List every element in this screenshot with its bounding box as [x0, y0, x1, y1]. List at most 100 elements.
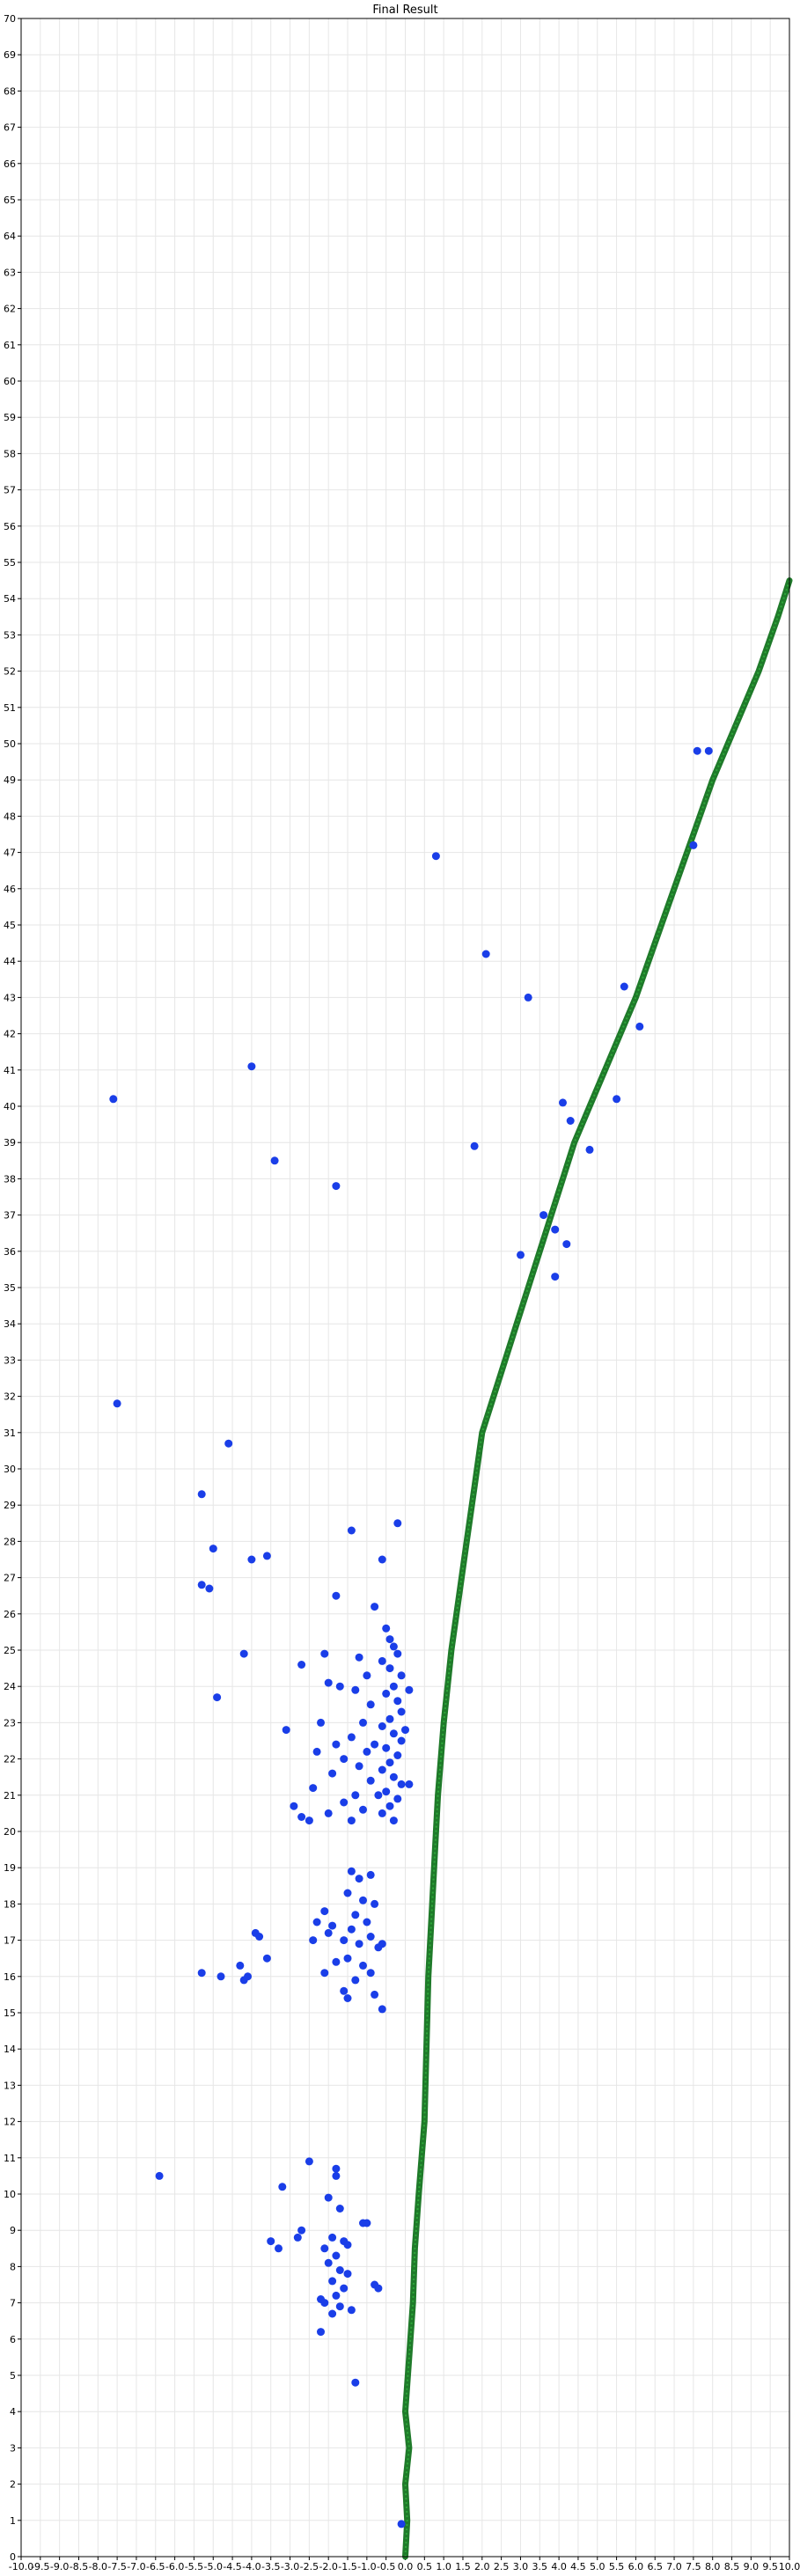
data-point — [305, 1816, 313, 1825]
data-point — [355, 1940, 363, 1949]
y-tick-label: 12 — [4, 2117, 16, 2128]
x-tick-label: -8.5 — [70, 2561, 88, 2572]
data-point — [312, 1747, 321, 1756]
x-axis-ticks: -10.0-9.5 -9.0 -8.5 -8.0 -7.5 -7.0 -6.5 -6.0 -5.… — [9, 2557, 800, 2572]
y-tick-label: 65 — [4, 194, 16, 206]
data-point — [393, 1794, 402, 1803]
x-tick-label: 8.0 — [705, 2561, 721, 2572]
data-point — [385, 1802, 394, 1810]
x-tick-label: 0.0 — [398, 2561, 414, 2572]
data-point — [566, 1117, 575, 1125]
x-tick-label: 10.0 — [779, 2561, 800, 2572]
y-tick-label: 40 — [4, 1101, 16, 1112]
x-tick-label: -3.5 — [261, 2561, 280, 2572]
data-point — [397, 1671, 406, 1680]
data-point — [397, 1707, 406, 1716]
data-point — [197, 1490, 206, 1499]
data-point — [197, 1969, 206, 1978]
data-point — [320, 2299, 329, 2308]
data-point — [320, 1649, 329, 1658]
y-tick-label: 10 — [4, 2189, 16, 2200]
plot-frame — [20, 18, 790, 2558]
data-point — [371, 1899, 379, 1908]
y-tick-label: 56 — [4, 521, 16, 532]
data-point — [366, 1776, 375, 1785]
data-point — [371, 1740, 379, 1749]
y-tick-label: 49 — [4, 774, 16, 786]
y-tick-label: 29 — [4, 1500, 16, 1511]
data-point — [224, 1439, 233, 1448]
data-point — [309, 1936, 318, 1945]
data-point — [335, 2266, 344, 2274]
data-point — [278, 2183, 287, 2191]
x-tick-label: -2.0 — [319, 2561, 337, 2572]
y-tick-label: 64 — [4, 231, 16, 242]
data-point — [613, 1095, 621, 1104]
data-point — [328, 2233, 337, 2242]
data-point — [343, 1954, 352, 1963]
data-point — [393, 1519, 402, 1528]
data-point — [382, 1743, 391, 1752]
data-point — [255, 1933, 264, 1941]
data-point — [374, 2284, 383, 2293]
data-point — [239, 1649, 248, 1658]
data-point — [340, 1755, 349, 1764]
y-tick-label: 6 — [10, 2334, 16, 2345]
x-tick-label: 8.5 — [724, 2561, 740, 2572]
data-point — [378, 1940, 386, 1949]
data-point — [393, 1697, 402, 1706]
blue-point-series — [109, 746, 713, 2528]
x-tick-label: -4.0 — [242, 2561, 261, 2572]
data-point — [205, 1584, 214, 1593]
data-point — [351, 1791, 360, 1800]
data-point — [385, 1714, 394, 1723]
data-point — [270, 1156, 279, 1165]
data-point — [109, 1095, 118, 1104]
y-tick-label: 60 — [4, 376, 16, 387]
x-tick-label: 7.0 — [666, 2561, 682, 2572]
data-point — [351, 2378, 360, 2387]
y-tick-label: 13 — [4, 2080, 16, 2091]
y-tick-label: 19 — [4, 1862, 16, 1874]
data-point — [363, 2219, 371, 2227]
x-tick-label: -1.0 — [357, 2561, 376, 2572]
y-tick-label: 1 — [10, 2515, 16, 2527]
y-tick-label: 5 — [10, 2370, 16, 2382]
data-point — [378, 1555, 386, 1564]
data-point — [332, 1740, 341, 1749]
data-point — [704, 746, 713, 755]
y-tick-label: 28 — [4, 1536, 16, 1547]
y-tick-label: 18 — [4, 1898, 16, 1910]
data-point — [363, 1918, 371, 1926]
data-point — [397, 1736, 406, 1745]
y-axis-ticks: 0123456789101112131415161718192021222324… — [4, 13, 21, 2563]
x-tick-label: 3.0 — [513, 2561, 529, 2572]
data-point — [267, 2237, 275, 2246]
x-tick-label: 9.0 — [744, 2561, 760, 2572]
data-point — [366, 1933, 375, 1941]
y-tick-label: 53 — [4, 629, 16, 641]
data-point — [236, 1961, 245, 1970]
data-point — [389, 1729, 398, 1738]
y-tick-label: 46 — [4, 884, 16, 895]
data-point — [620, 982, 628, 991]
data-point — [397, 1780, 406, 1788]
data-point — [351, 1685, 360, 1694]
y-tick-label: 21 — [4, 1790, 16, 1802]
data-point — [389, 1772, 398, 1781]
data-point — [351, 1911, 360, 1919]
data-point — [343, 2270, 352, 2279]
data-point — [317, 1718, 325, 1727]
y-tick-label: 43 — [4, 992, 16, 1003]
data-point — [389, 1642, 398, 1651]
y-tick-label: 57 — [4, 485, 16, 496]
x-tick-label: -6.0 — [165, 2561, 184, 2572]
path-line-highlight — [404, 580, 790, 2558]
data-point — [217, 1972, 225, 1981]
x-tick-label: 0.5 — [417, 2561, 433, 2572]
y-tick-label: 50 — [4, 738, 16, 750]
data-point — [347, 2306, 356, 2315]
data-point — [293, 2233, 302, 2242]
data-point — [359, 1805, 367, 1814]
